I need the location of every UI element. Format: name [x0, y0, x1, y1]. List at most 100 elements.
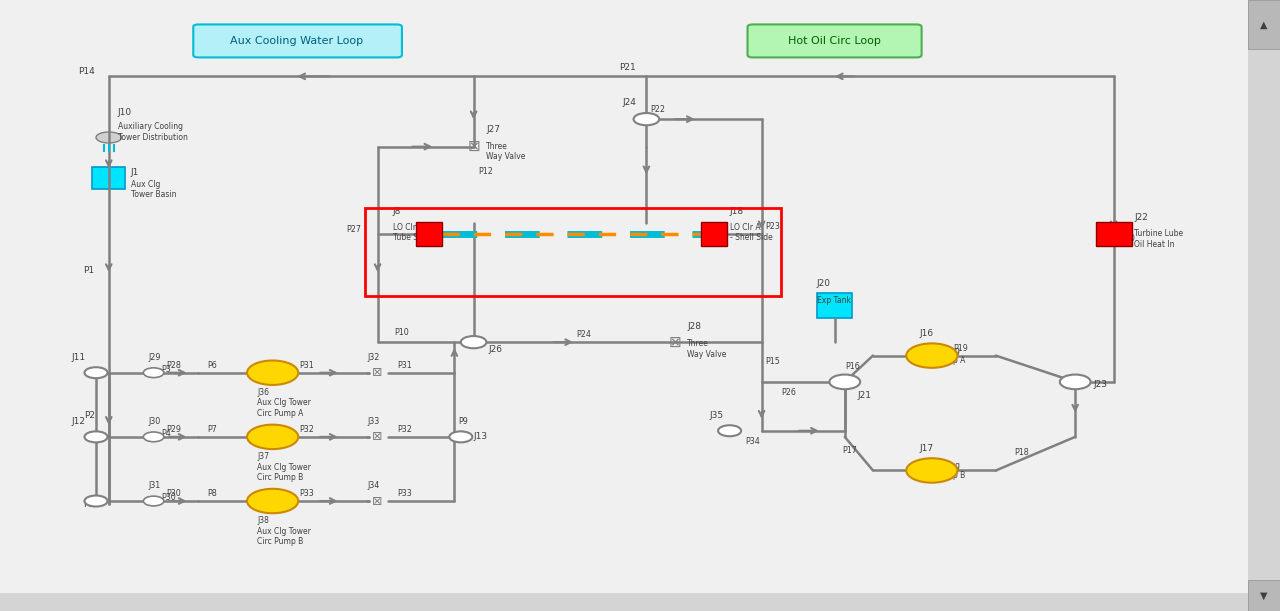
Text: J36
Aux Clg Tower
Circ Pump A: J36 Aux Clg Tower Circ Pump A [257, 388, 311, 418]
Text: LO Clr A
- Shell Side: LO Clr A - Shell Side [730, 223, 772, 243]
Bar [1096, 222, 1132, 246]
Text: P26: P26 [781, 388, 796, 397]
Text: J21: J21 [858, 391, 872, 400]
Circle shape [247, 360, 298, 385]
Text: LO Cooling
Circ Pump B: LO Cooling Circ Pump B [919, 461, 965, 480]
Text: P17: P17 [842, 447, 858, 455]
Text: J12: J12 [72, 417, 86, 426]
Text: J28: J28 [687, 322, 701, 331]
Bar [701, 222, 727, 246]
Bar [817, 293, 852, 318]
Text: J11: J11 [72, 353, 86, 362]
Text: P19: P19 [954, 344, 969, 353]
Circle shape [143, 368, 164, 378]
Text: J26: J26 [489, 345, 503, 354]
Text: ⊠: ⊠ [372, 494, 383, 508]
Bar [0, 593, 1248, 611]
Text: ⊠: ⊠ [467, 139, 480, 154]
Text: Exp Tank: Exp Tank [817, 296, 851, 305]
Bar [1248, 580, 1280, 611]
Circle shape [247, 425, 298, 449]
Text: P10: P10 [394, 329, 410, 337]
Circle shape [906, 343, 957, 368]
Text: P23: P23 [765, 222, 781, 230]
Circle shape [84, 367, 108, 378]
Text: P29: P29 [166, 425, 182, 434]
Text: P28: P28 [166, 361, 182, 370]
Bar [365, 208, 781, 296]
Text: P30: P30 [166, 489, 182, 498]
Text: P33: P33 [300, 489, 315, 498]
Bar [92, 167, 125, 189]
Text: J33: J33 [367, 417, 380, 426]
FancyBboxPatch shape [193, 24, 402, 57]
Text: P20: P20 [1120, 234, 1135, 243]
Text: ⊠: ⊠ [668, 335, 681, 349]
Text: P8: P8 [207, 489, 218, 498]
Circle shape [247, 489, 298, 513]
Text: Hot Oil Circ Loop: Hot Oil Circ Loop [788, 36, 881, 46]
Text: P32: P32 [397, 425, 412, 434]
Text: J27: J27 [486, 125, 500, 134]
Circle shape [449, 431, 472, 442]
Text: Aux Cooling Water Loop: Aux Cooling Water Loop [230, 36, 364, 46]
Text: J23: J23 [1093, 381, 1107, 389]
Text: J29: J29 [148, 353, 161, 362]
Text: J10: J10 [118, 108, 132, 117]
Circle shape [84, 431, 108, 442]
Text: ▼: ▼ [1261, 591, 1267, 601]
Text: J8: J8 [393, 207, 402, 216]
Text: P30: P30 [161, 493, 177, 502]
Circle shape [84, 496, 108, 507]
Text: J22: J22 [1134, 213, 1148, 222]
Text: P31: P31 [300, 361, 315, 370]
Text: P12: P12 [479, 167, 494, 175]
Text: J13: J13 [474, 433, 488, 441]
Text: Turbine Lube
Oil Heat In: Turbine Lube Oil Heat In [1134, 229, 1183, 249]
Circle shape [461, 336, 486, 348]
Text: P22: P22 [650, 106, 666, 114]
Text: J34: J34 [367, 481, 380, 490]
Text: P32: P32 [300, 425, 315, 434]
Text: J18: J18 [730, 207, 744, 216]
Text: P9: P9 [458, 417, 468, 426]
Text: P1: P1 [83, 266, 95, 274]
Bar [416, 222, 442, 246]
Text: P21: P21 [620, 63, 636, 71]
Text: P4: P4 [161, 429, 172, 437]
Text: P3: P3 [161, 365, 172, 373]
Circle shape [718, 425, 741, 436]
Circle shape [829, 375, 860, 389]
Text: P27: P27 [346, 225, 361, 233]
Text: J24: J24 [622, 98, 636, 107]
Text: J38
Aux Clg Tower
Circ Pump B: J38 Aux Clg Tower Circ Pump B [257, 516, 311, 546]
Text: P31: P31 [397, 361, 412, 370]
Text: P14: P14 [78, 67, 95, 76]
Circle shape [1060, 375, 1091, 389]
Text: Three
Way Valve: Three Way Valve [486, 142, 526, 161]
Ellipse shape [96, 132, 122, 143]
Circle shape [143, 496, 164, 506]
Bar [1248, 0, 1280, 49]
Text: P18: P18 [1014, 448, 1029, 456]
Text: P7: P7 [207, 425, 218, 434]
Text: J17: J17 [919, 444, 933, 453]
Text: ⊠: ⊠ [372, 430, 383, 444]
FancyBboxPatch shape [748, 24, 922, 57]
Text: P6: P6 [207, 361, 218, 370]
Text: P16: P16 [845, 362, 860, 371]
Text: P2: P2 [83, 411, 95, 420]
Text: ▲: ▲ [1261, 20, 1267, 29]
Text: J30: J30 [148, 417, 161, 426]
Text: P33: P33 [397, 489, 412, 498]
Text: J20: J20 [817, 279, 831, 288]
Circle shape [906, 458, 957, 483]
Text: Three
Way Valve: Three Way Valve [687, 339, 727, 359]
Text: P24: P24 [576, 331, 591, 339]
Circle shape [634, 113, 659, 125]
Text: J35: J35 [709, 411, 723, 420]
Text: ⊠: ⊠ [372, 366, 383, 379]
Text: LO Clr -
Tube Side: LO Clr - Tube Side [393, 223, 430, 243]
Text: J16: J16 [919, 329, 933, 338]
Text: Aux Clg
Tower Basin: Aux Clg Tower Basin [131, 180, 177, 199]
